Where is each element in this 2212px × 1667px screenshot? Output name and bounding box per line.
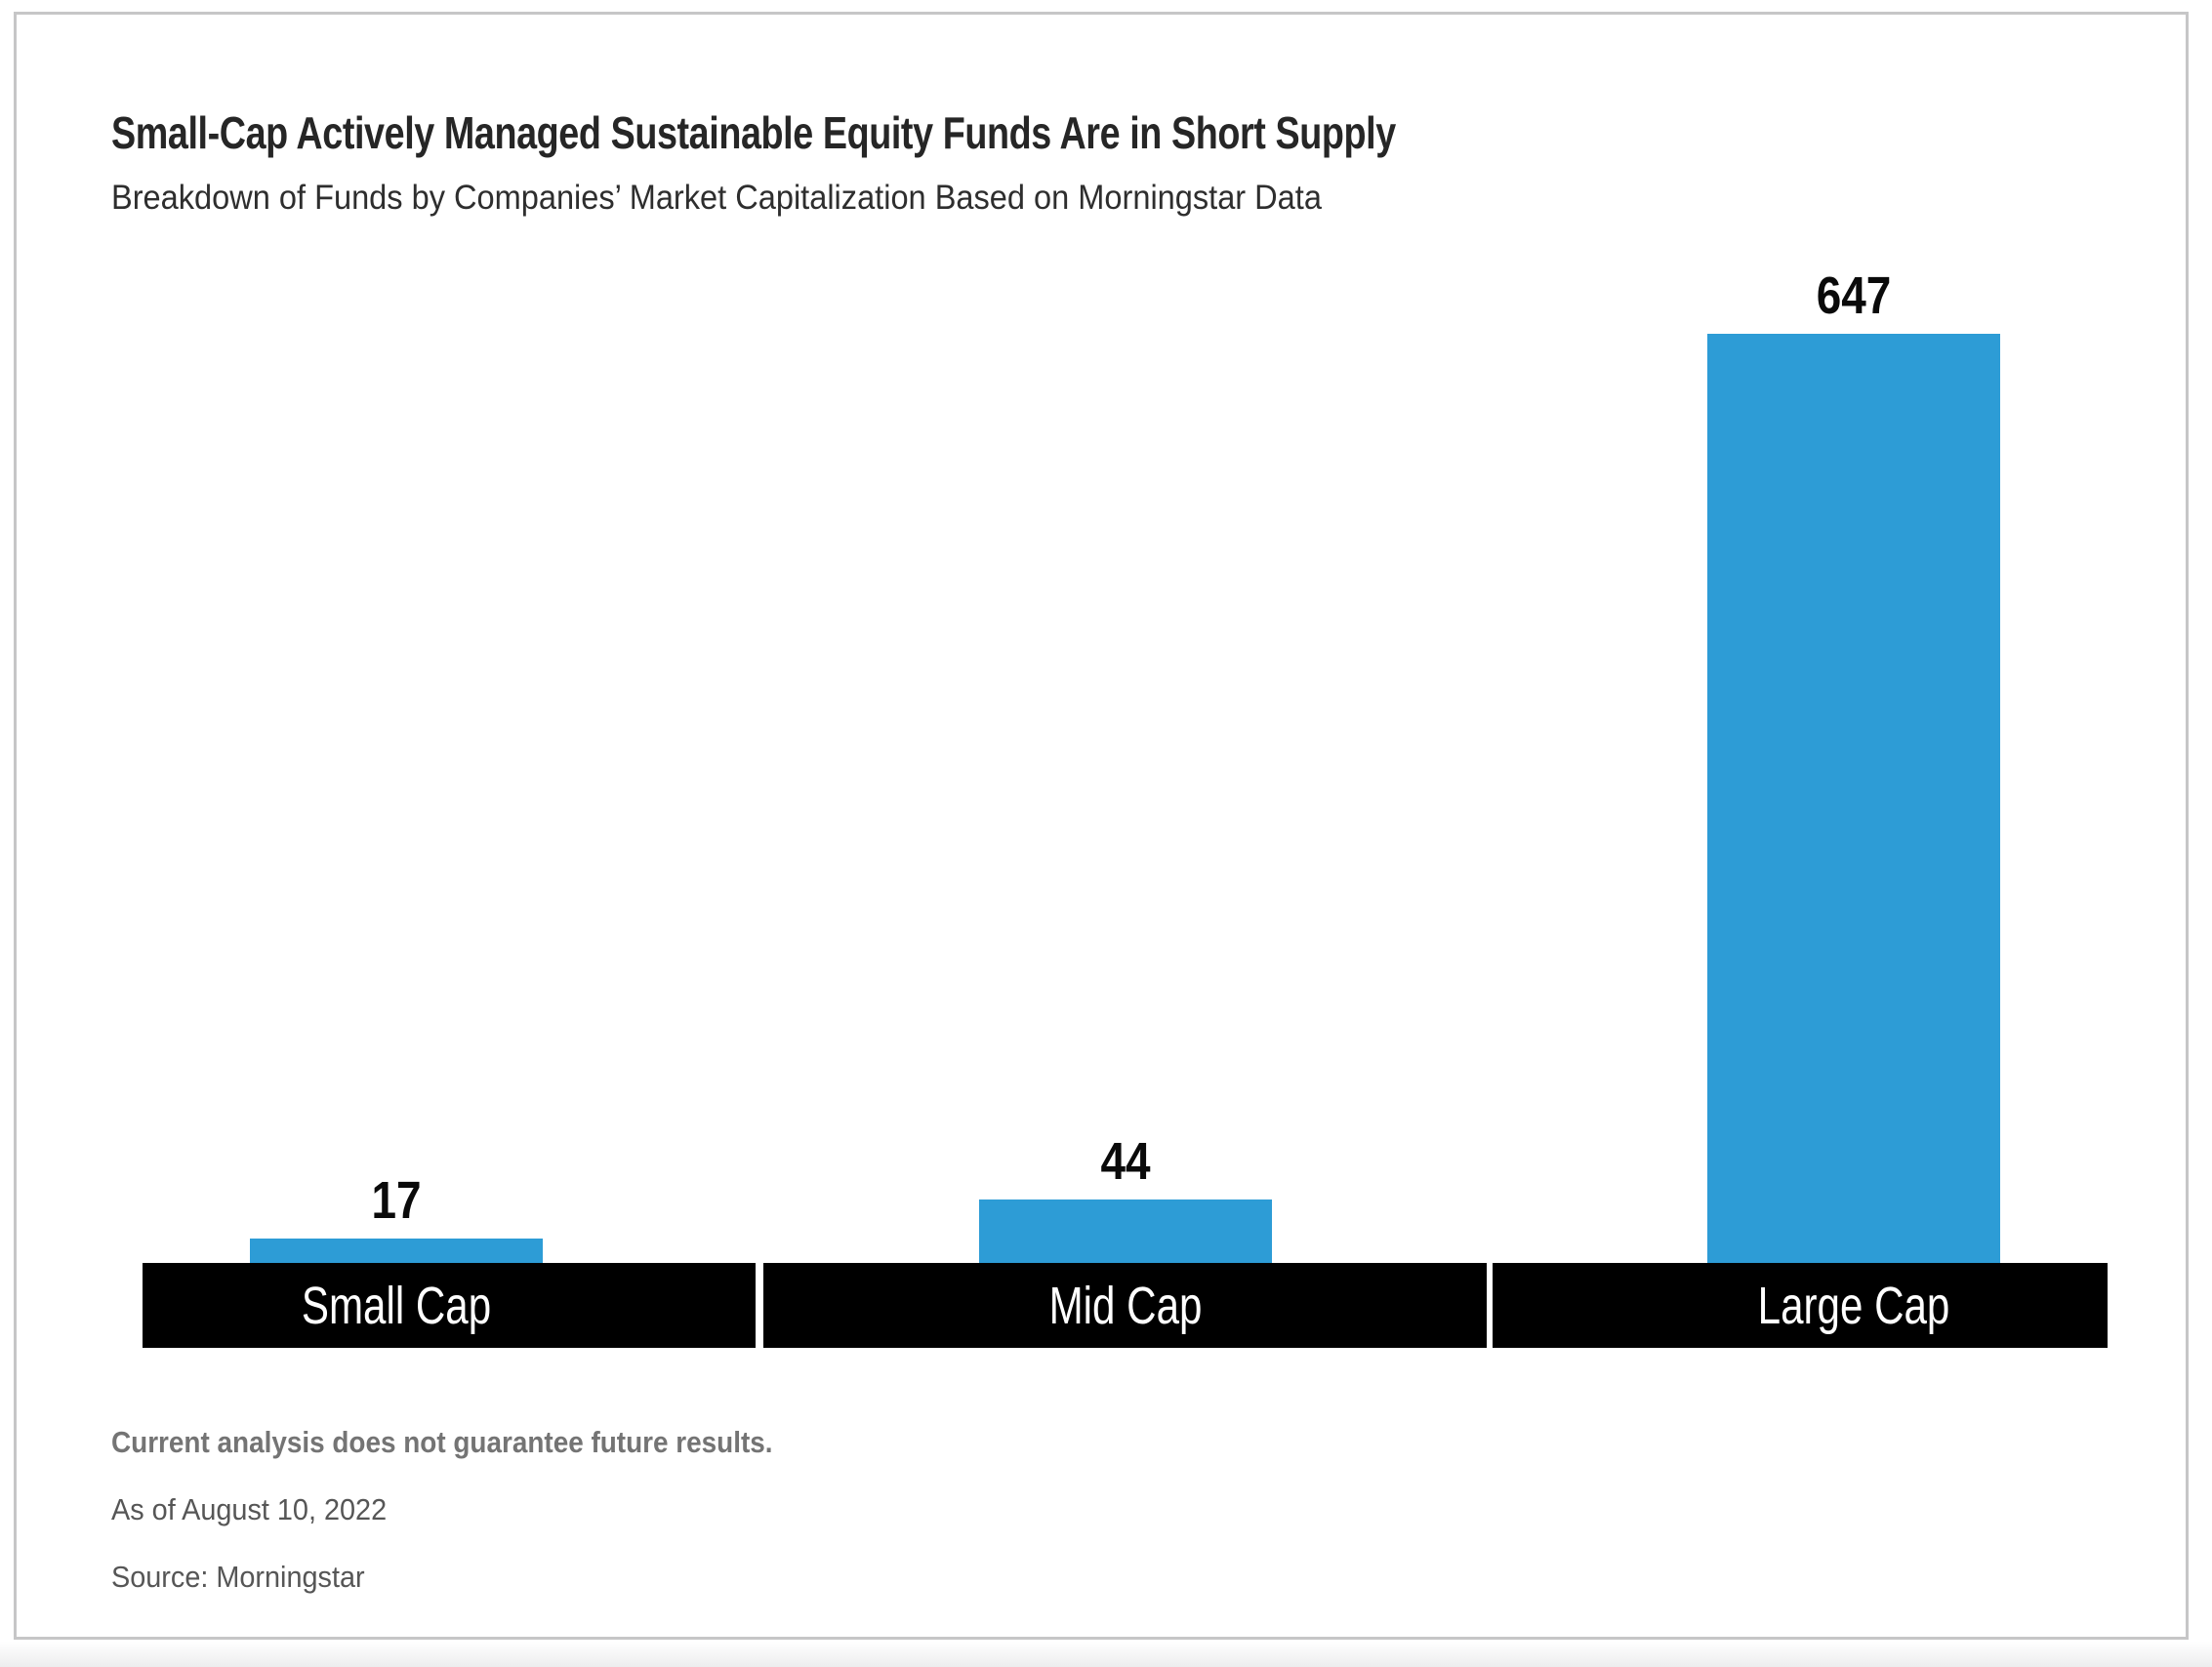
- disclaimer-text: Current analysis does not guarantee futu…: [111, 1425, 773, 1459]
- page-bottom-gradient: [0, 1642, 2212, 1667]
- category-band-segment-small-cap: [143, 1263, 756, 1348]
- chart-card: Small-Cap Actively Managed Sustainable E…: [14, 12, 2189, 1640]
- category-band-segment-mid-cap: [763, 1263, 1487, 1348]
- bar-small-cap: [250, 1239, 543, 1263]
- category-label-mid-cap: Mid Cap: [1048, 1276, 1203, 1335]
- category-band-segment-large-cap: [1493, 1263, 2108, 1348]
- value-label-mid-cap: 44: [1100, 1132, 1151, 1191]
- bar-mid-cap: [979, 1199, 1272, 1263]
- category-label-large-cap: Large Cap: [1757, 1276, 1950, 1335]
- category-label-small-cap: Small Cap: [301, 1276, 492, 1335]
- value-label-large-cap: 647: [1816, 266, 1892, 325]
- as-of-date-text: As of August 10, 2022: [111, 1492, 388, 1526]
- chart-title: Small-Cap Actively Managed Sustainable E…: [111, 107, 1396, 158]
- chart-subtitle: Breakdown of Funds by Companies’ Market …: [111, 179, 1322, 217]
- bar-chart: 17 44 647 Small Cap Mid Cap Large Cap: [143, 15, 2108, 1348]
- bar-large-cap: [1707, 334, 2000, 1263]
- source-text: Source: Morningstar: [111, 1560, 365, 1594]
- value-label-small-cap: 17: [371, 1171, 422, 1230]
